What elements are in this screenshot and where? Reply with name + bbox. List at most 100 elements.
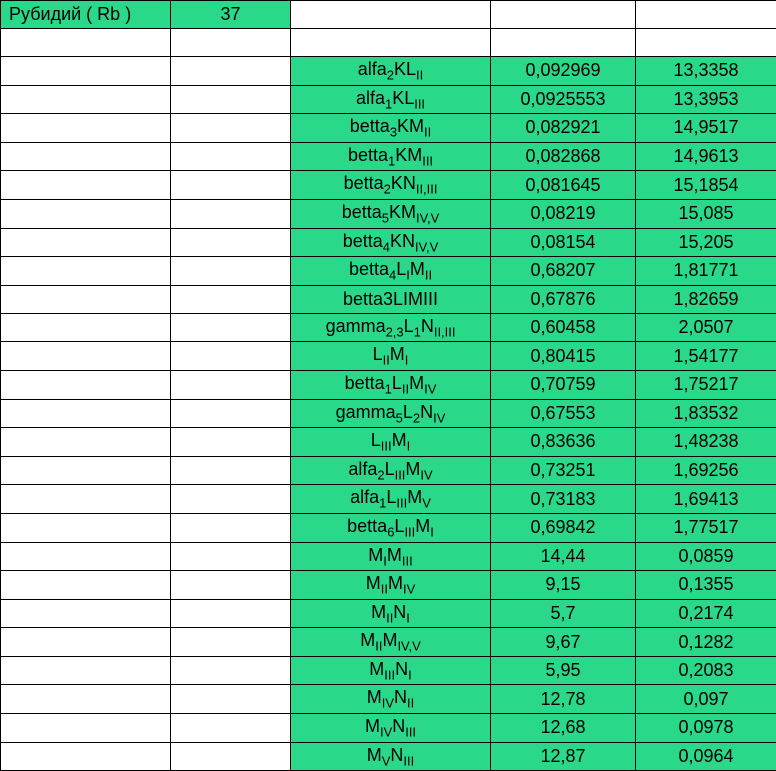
value-2-cell: 0,1355: [636, 571, 776, 600]
line-label-cell: alfa2KLII: [291, 57, 491, 86]
value-1-cell: 0,082868: [491, 142, 636, 171]
empty-cell: [171, 399, 291, 428]
line-label-cell: MIMIII: [291, 542, 491, 571]
line-label-cell: alfa1LIIIMV: [291, 485, 491, 514]
empty-cell: [636, 1, 776, 29]
empty-cell: [171, 285, 291, 313]
empty-cell: [171, 599, 291, 628]
value-2-cell: 14,9517: [636, 114, 776, 143]
line-label-cell: betta5KMIV,V: [291, 199, 491, 228]
empty-cell: [171, 57, 291, 86]
line-label-cell: betta2KNII,III: [291, 171, 491, 200]
empty-cell: [171, 456, 291, 485]
line-label-cell: betta6LIIIMI: [291, 513, 491, 542]
atomic-number-cell: 37: [171, 1, 291, 29]
value-1-cell: 0,67553: [491, 399, 636, 428]
value-2-cell: 15,205: [636, 228, 776, 257]
value-2-cell: 15,1854: [636, 171, 776, 200]
empty-cell: [1, 714, 171, 743]
empty-cell: [171, 428, 291, 457]
empty-cell: [491, 29, 636, 57]
value-2-cell: 1,75217: [636, 370, 776, 399]
value-1-cell: 0,08154: [491, 228, 636, 257]
line-label-cell: betta1KMIII: [291, 142, 491, 171]
empty-cell: [171, 228, 291, 257]
value-2-cell: 0,0978: [636, 714, 776, 743]
empty-cell: [1, 257, 171, 286]
value-2-cell: 15,085: [636, 199, 776, 228]
empty-cell: [1, 228, 171, 257]
empty-cell: [1, 29, 171, 57]
value-2-cell: 1,48238: [636, 428, 776, 457]
line-label-cell: LIIIMI: [291, 428, 491, 457]
value-1-cell: 0,69842: [491, 513, 636, 542]
empty-cell: [1, 57, 171, 86]
line-label-cell: alfa2LIIIMIV: [291, 456, 491, 485]
line-label-cell: MIIINI: [291, 656, 491, 685]
empty-cell: [171, 313, 291, 342]
value-2-cell: 14,9613: [636, 142, 776, 171]
value-2-cell: 0,2174: [636, 599, 776, 628]
value-1-cell: 5,7: [491, 599, 636, 628]
value-1-cell: 0,73183: [491, 485, 636, 514]
empty-cell: [491, 1, 636, 29]
line-label-cell: MIIMIV,V: [291, 628, 491, 657]
line-label-cell: betta1LIIMIV: [291, 370, 491, 399]
empty-cell: [171, 742, 291, 771]
line-label-cell: MIVNIII: [291, 714, 491, 743]
value-1-cell: 14,44: [491, 542, 636, 571]
value-1-cell: 0,08219: [491, 199, 636, 228]
empty-cell: [1, 142, 171, 171]
empty-cell: [171, 142, 291, 171]
value-1-cell: 5,95: [491, 656, 636, 685]
value-1-cell: 0,081645: [491, 171, 636, 200]
empty-cell: [1, 114, 171, 143]
value-1-cell: 0,73251: [491, 456, 636, 485]
value-1-cell: 9,67: [491, 628, 636, 657]
line-label-cell: betta3LIMIII: [291, 285, 491, 313]
empty-cell: [1, 199, 171, 228]
empty-cell: [171, 656, 291, 685]
value-2-cell: 1,69413: [636, 485, 776, 514]
empty-cell: [171, 628, 291, 657]
value-2-cell: 1,83532: [636, 399, 776, 428]
empty-cell: [1, 313, 171, 342]
empty-cell: [171, 199, 291, 228]
empty-cell: [1, 171, 171, 200]
empty-cell: [1, 599, 171, 628]
empty-cell: [1, 370, 171, 399]
value-1-cell: 0,0925553: [491, 85, 636, 114]
value-2-cell: 1,81771: [636, 257, 776, 286]
empty-cell: [291, 1, 491, 29]
value-1-cell: 0,68207: [491, 257, 636, 286]
empty-cell: [636, 29, 776, 57]
line-label-cell: LIIMI: [291, 342, 491, 371]
empty-cell: [1, 342, 171, 371]
value-2-cell: 1,82659: [636, 285, 776, 313]
empty-cell: [1, 742, 171, 771]
line-label-cell: alfa1KLIII: [291, 85, 491, 114]
empty-cell: [171, 171, 291, 200]
value-2-cell: 0,0964: [636, 742, 776, 771]
empty-cell: [171, 571, 291, 600]
empty-cell: [1, 399, 171, 428]
empty-cell: [171, 85, 291, 114]
value-2-cell: 13,3953: [636, 85, 776, 114]
empty-cell: [1, 542, 171, 571]
empty-cell: [171, 257, 291, 286]
value-1-cell: 0,082921: [491, 114, 636, 143]
value-1-cell: 9,15: [491, 571, 636, 600]
line-label-cell: MIVNII: [291, 685, 491, 714]
empty-cell: [1, 685, 171, 714]
empty-cell: [171, 114, 291, 143]
value-1-cell: 0,092969: [491, 57, 636, 86]
value-1-cell: 0,60458: [491, 313, 636, 342]
value-2-cell: 1,77517: [636, 513, 776, 542]
value-2-cell: 1,69256: [636, 456, 776, 485]
empty-cell: [171, 513, 291, 542]
empty-cell: [1, 428, 171, 457]
value-2-cell: 0,0859: [636, 542, 776, 571]
line-label-cell: betta4KNIV,V: [291, 228, 491, 257]
value-2-cell: 0,2083: [636, 656, 776, 685]
value-1-cell: 12,78: [491, 685, 636, 714]
